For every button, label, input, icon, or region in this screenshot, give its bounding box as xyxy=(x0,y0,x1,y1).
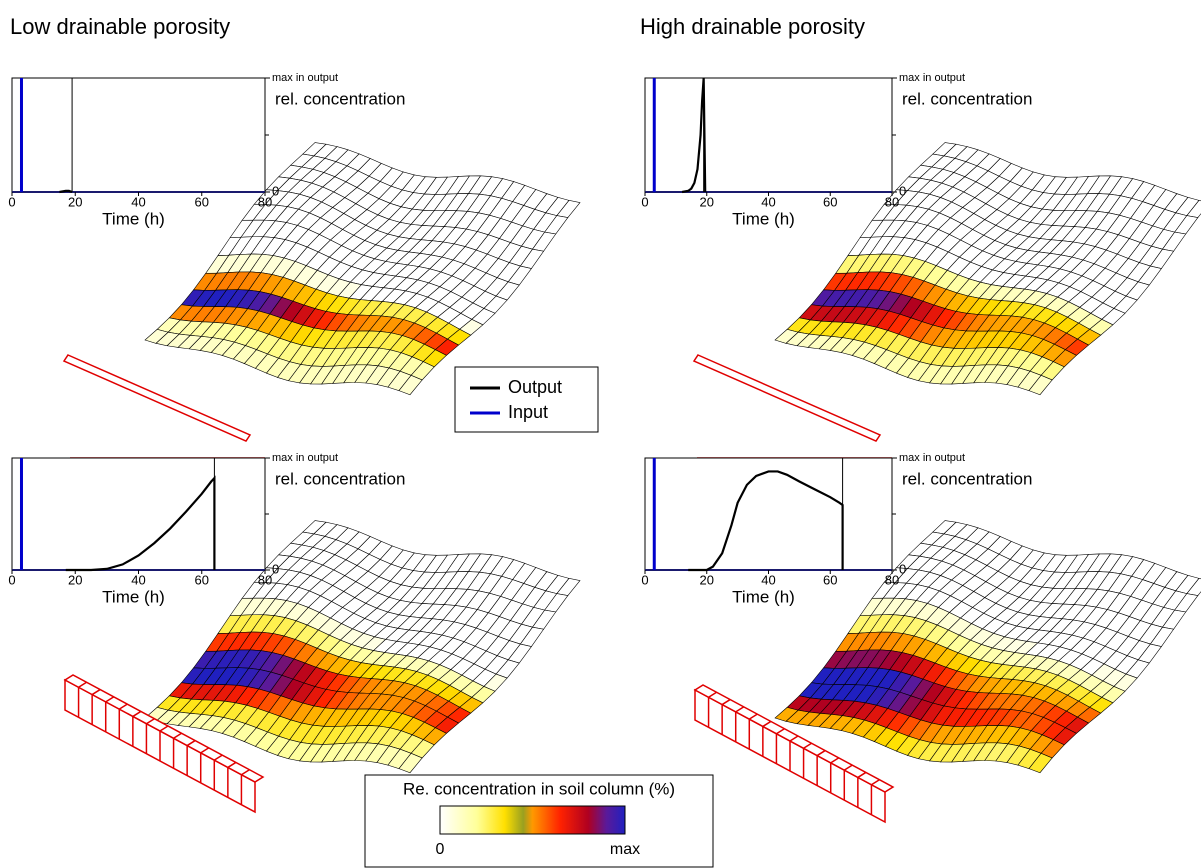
column-edge xyxy=(762,720,772,728)
column-edge xyxy=(721,698,731,706)
plot-area xyxy=(644,77,893,193)
x-tick-label: 80 xyxy=(885,572,899,587)
y-tick-label: max in output xyxy=(272,72,338,84)
column-edge xyxy=(708,691,717,698)
column-edge xyxy=(146,718,155,725)
surface xyxy=(144,142,581,396)
charts: 0 20 40 60 80 Time (h) 0 max in output rel. conc… xyxy=(8,72,1032,607)
column-outline xyxy=(693,684,895,824)
x-tick-label: 20 xyxy=(700,194,714,209)
column-edge xyxy=(735,706,745,713)
x-tick-label: 80 xyxy=(885,194,899,209)
column-outline xyxy=(63,674,265,814)
column-edge xyxy=(830,757,840,764)
x-tick-label: 0 xyxy=(641,572,648,587)
column-edge xyxy=(78,681,87,688)
x-tick-label: 40 xyxy=(761,572,775,587)
column-edge xyxy=(173,732,182,739)
surface-cell xyxy=(398,752,423,774)
surface-cell xyxy=(1028,374,1053,396)
y-tick-label: max in output xyxy=(272,452,338,464)
plot-area xyxy=(11,77,266,193)
surface xyxy=(144,520,581,774)
y-axis-label: rel. concentration xyxy=(275,89,405,108)
column-edge xyxy=(857,771,867,779)
column-edge xyxy=(241,769,250,776)
y-tick-label: 0 xyxy=(272,561,279,576)
series-line xyxy=(681,77,707,194)
y-tick-label: 0 xyxy=(899,183,906,198)
column-outline xyxy=(692,354,882,442)
column-edge xyxy=(227,761,237,769)
x-tick-label: 20 xyxy=(68,194,82,209)
x-axis-label: Time (h) xyxy=(732,587,795,606)
column-edge xyxy=(748,713,758,720)
y-tick-label: 0 xyxy=(272,183,279,198)
column-edge xyxy=(118,703,128,710)
series-line xyxy=(65,475,216,572)
line-chart: 0 20 40 60 80 Time (h) 0 max in output rel. conc… xyxy=(8,72,405,229)
x-axis-label: Time (h) xyxy=(732,209,795,228)
y-axis-label: rel. concentration xyxy=(902,89,1032,108)
x-tick-label: 60 xyxy=(823,194,837,209)
column-edge xyxy=(789,735,799,742)
series-line xyxy=(59,189,73,194)
x-tick-label: 40 xyxy=(131,572,145,587)
column-edge xyxy=(91,688,101,696)
column-edge xyxy=(159,725,169,732)
surface-cell xyxy=(1028,752,1053,774)
plot-area xyxy=(11,457,266,571)
surfaces xyxy=(62,142,1201,824)
y-axis-label: rel. concentration xyxy=(902,469,1032,488)
heading: High drainable porosity xyxy=(640,14,865,39)
plot-area xyxy=(644,457,893,571)
x-axis-label: Time (h) xyxy=(102,587,165,606)
x-tick-label: 80 xyxy=(258,572,272,587)
line-chart: 0 20 40 60 80 Time (h) 0 max in output rel. conc… xyxy=(641,72,1032,229)
x-tick-label: 0 xyxy=(641,194,648,209)
colorbar-label: 0 xyxy=(436,841,445,858)
colorbar-title: Re. concentration in soil column (%) xyxy=(403,779,675,798)
colorbar xyxy=(439,805,626,835)
column-edge xyxy=(213,754,223,761)
y-tick-label: max in output xyxy=(899,72,965,84)
legend-box xyxy=(454,366,599,433)
surface xyxy=(774,520,1201,774)
column-edge xyxy=(803,742,812,749)
y-axis-label: rel. concentration xyxy=(275,469,405,488)
series-line xyxy=(688,470,844,572)
column-edge xyxy=(105,696,115,703)
x-tick-label: 0 xyxy=(8,194,15,209)
x-tick-label: 40 xyxy=(131,194,145,209)
legend-label: Input xyxy=(508,402,548,422)
surface-cell xyxy=(398,374,423,396)
column-edge xyxy=(843,764,853,771)
x-tick-label: 0 xyxy=(8,572,15,587)
column-edge xyxy=(776,728,785,735)
x-tick-label: 60 xyxy=(195,194,209,209)
column-edge xyxy=(132,710,142,718)
column-edge xyxy=(816,749,826,757)
line-chart: 0 20 40 60 80 Time (h) 0 max in output rel. conc… xyxy=(641,452,1032,607)
x-tick-label: 80 xyxy=(258,194,272,209)
column-edge xyxy=(186,739,196,747)
column-edge xyxy=(200,747,210,754)
surface xyxy=(774,142,1201,396)
colorbar-label: max xyxy=(610,841,640,858)
column-edge xyxy=(871,779,880,786)
y-tick-label: 0 xyxy=(899,561,906,576)
x-axis-label: Time (h) xyxy=(102,209,165,228)
x-tick-label: 60 xyxy=(195,572,209,587)
x-tick-label: 20 xyxy=(700,572,714,587)
x-tick-label: 40 xyxy=(761,194,775,209)
line-chart: 0 20 40 60 80 Time (h) 0 max in output rel. conc… xyxy=(8,452,405,607)
heading: Low drainable porosity xyxy=(10,14,230,39)
legend-label: Output xyxy=(508,377,562,397)
x-tick-label: 20 xyxy=(68,572,82,587)
x-tick-label: 60 xyxy=(823,572,837,587)
y-tick-label: max in output xyxy=(899,452,965,464)
column-outline xyxy=(62,354,252,442)
